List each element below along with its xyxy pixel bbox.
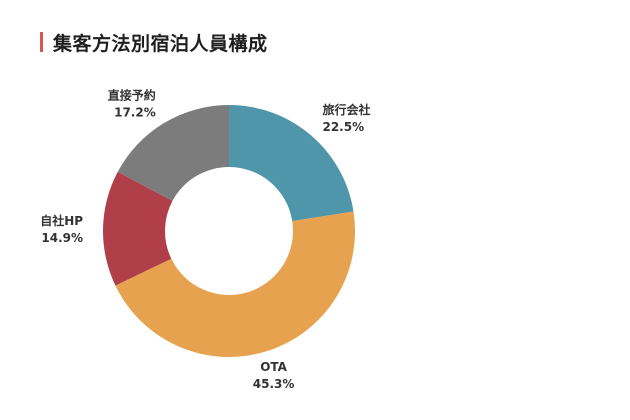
title-accent-bar	[40, 32, 43, 52]
pie-slice-0	[229, 105, 354, 222]
pie-slice-1	[115, 211, 356, 358]
slice-value-label-3: 17.2%	[114, 105, 156, 119]
chart-title-block: 集客方法別宿泊人員構成	[40, 31, 268, 55]
slice-label-2: 自社HP	[40, 213, 83, 228]
slice-value-label-0: 22.5%	[322, 120, 364, 134]
chart-title: 集客方法別宿泊人員構成	[53, 32, 268, 55]
pie-slice-2	[103, 171, 173, 286]
pie-slice-3	[117, 105, 229, 201]
slice-label-1: OTA	[260, 360, 287, 374]
slice-value-label-2: 14.9%	[41, 231, 83, 245]
slice-label-3: 直接予約	[108, 87, 156, 102]
slice-value-label-1: 45.3%	[253, 377, 295, 391]
slice-label-0: 旅行会社	[322, 102, 370, 117]
